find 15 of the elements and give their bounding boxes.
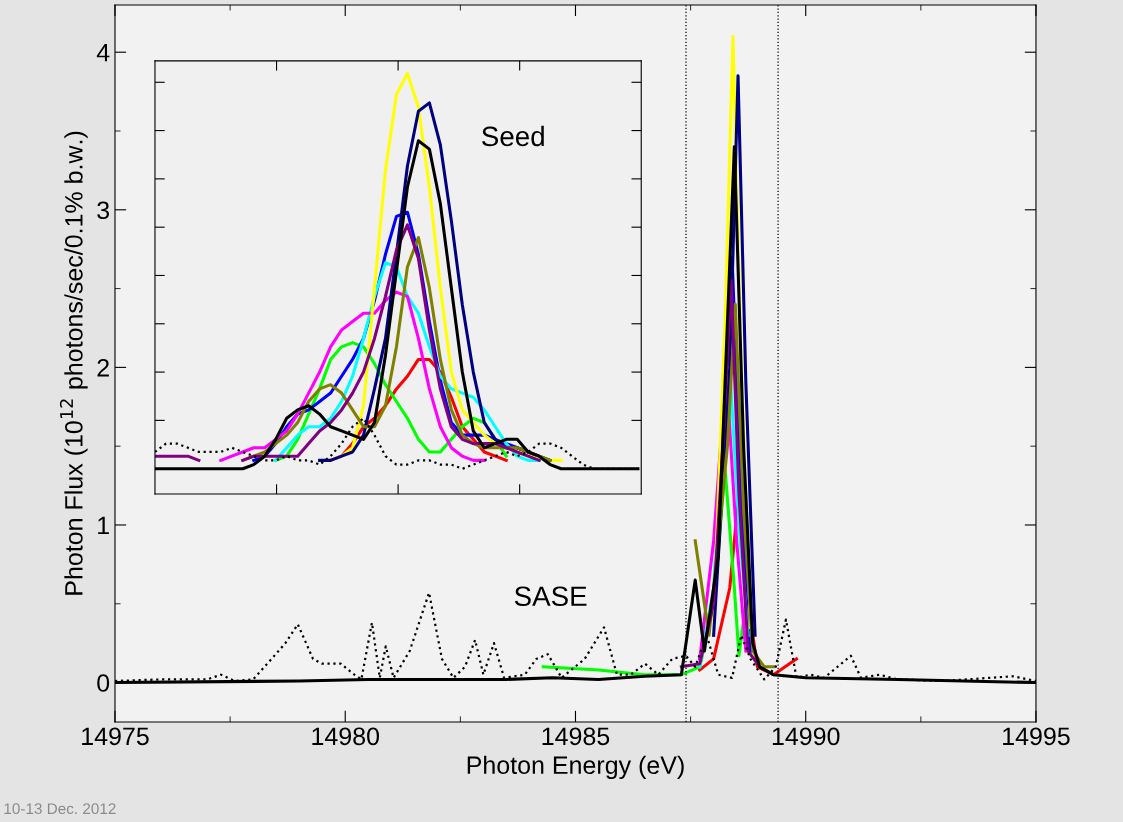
x-tick-label: 14990 xyxy=(772,727,840,746)
y-tick-label: 4 xyxy=(96,44,110,62)
y-tick-label: 0 xyxy=(97,674,110,692)
y-tick-label: 3 xyxy=(97,201,110,220)
y-axis-title: Photon Flux (10$^{12}$ photons/sec/0.1% b.w.) xyxy=(59,131,88,595)
y-tick-label: 2 xyxy=(97,358,109,377)
x-tick-label: 14980 xyxy=(312,727,380,746)
x-axis-title: Photon Energy (eV) xyxy=(467,755,684,779)
text: 10-13 Dec. 2012 xyxy=(4,803,116,815)
annotation: Seed xyxy=(482,125,544,147)
x-tick-label: 14985 xyxy=(542,727,610,746)
x-tick-label: 14975 xyxy=(82,727,149,746)
y-tick-label: 1 xyxy=(98,516,109,535)
annotation: SASE xyxy=(514,586,587,607)
x-tick-label: 14995 xyxy=(1003,727,1070,746)
